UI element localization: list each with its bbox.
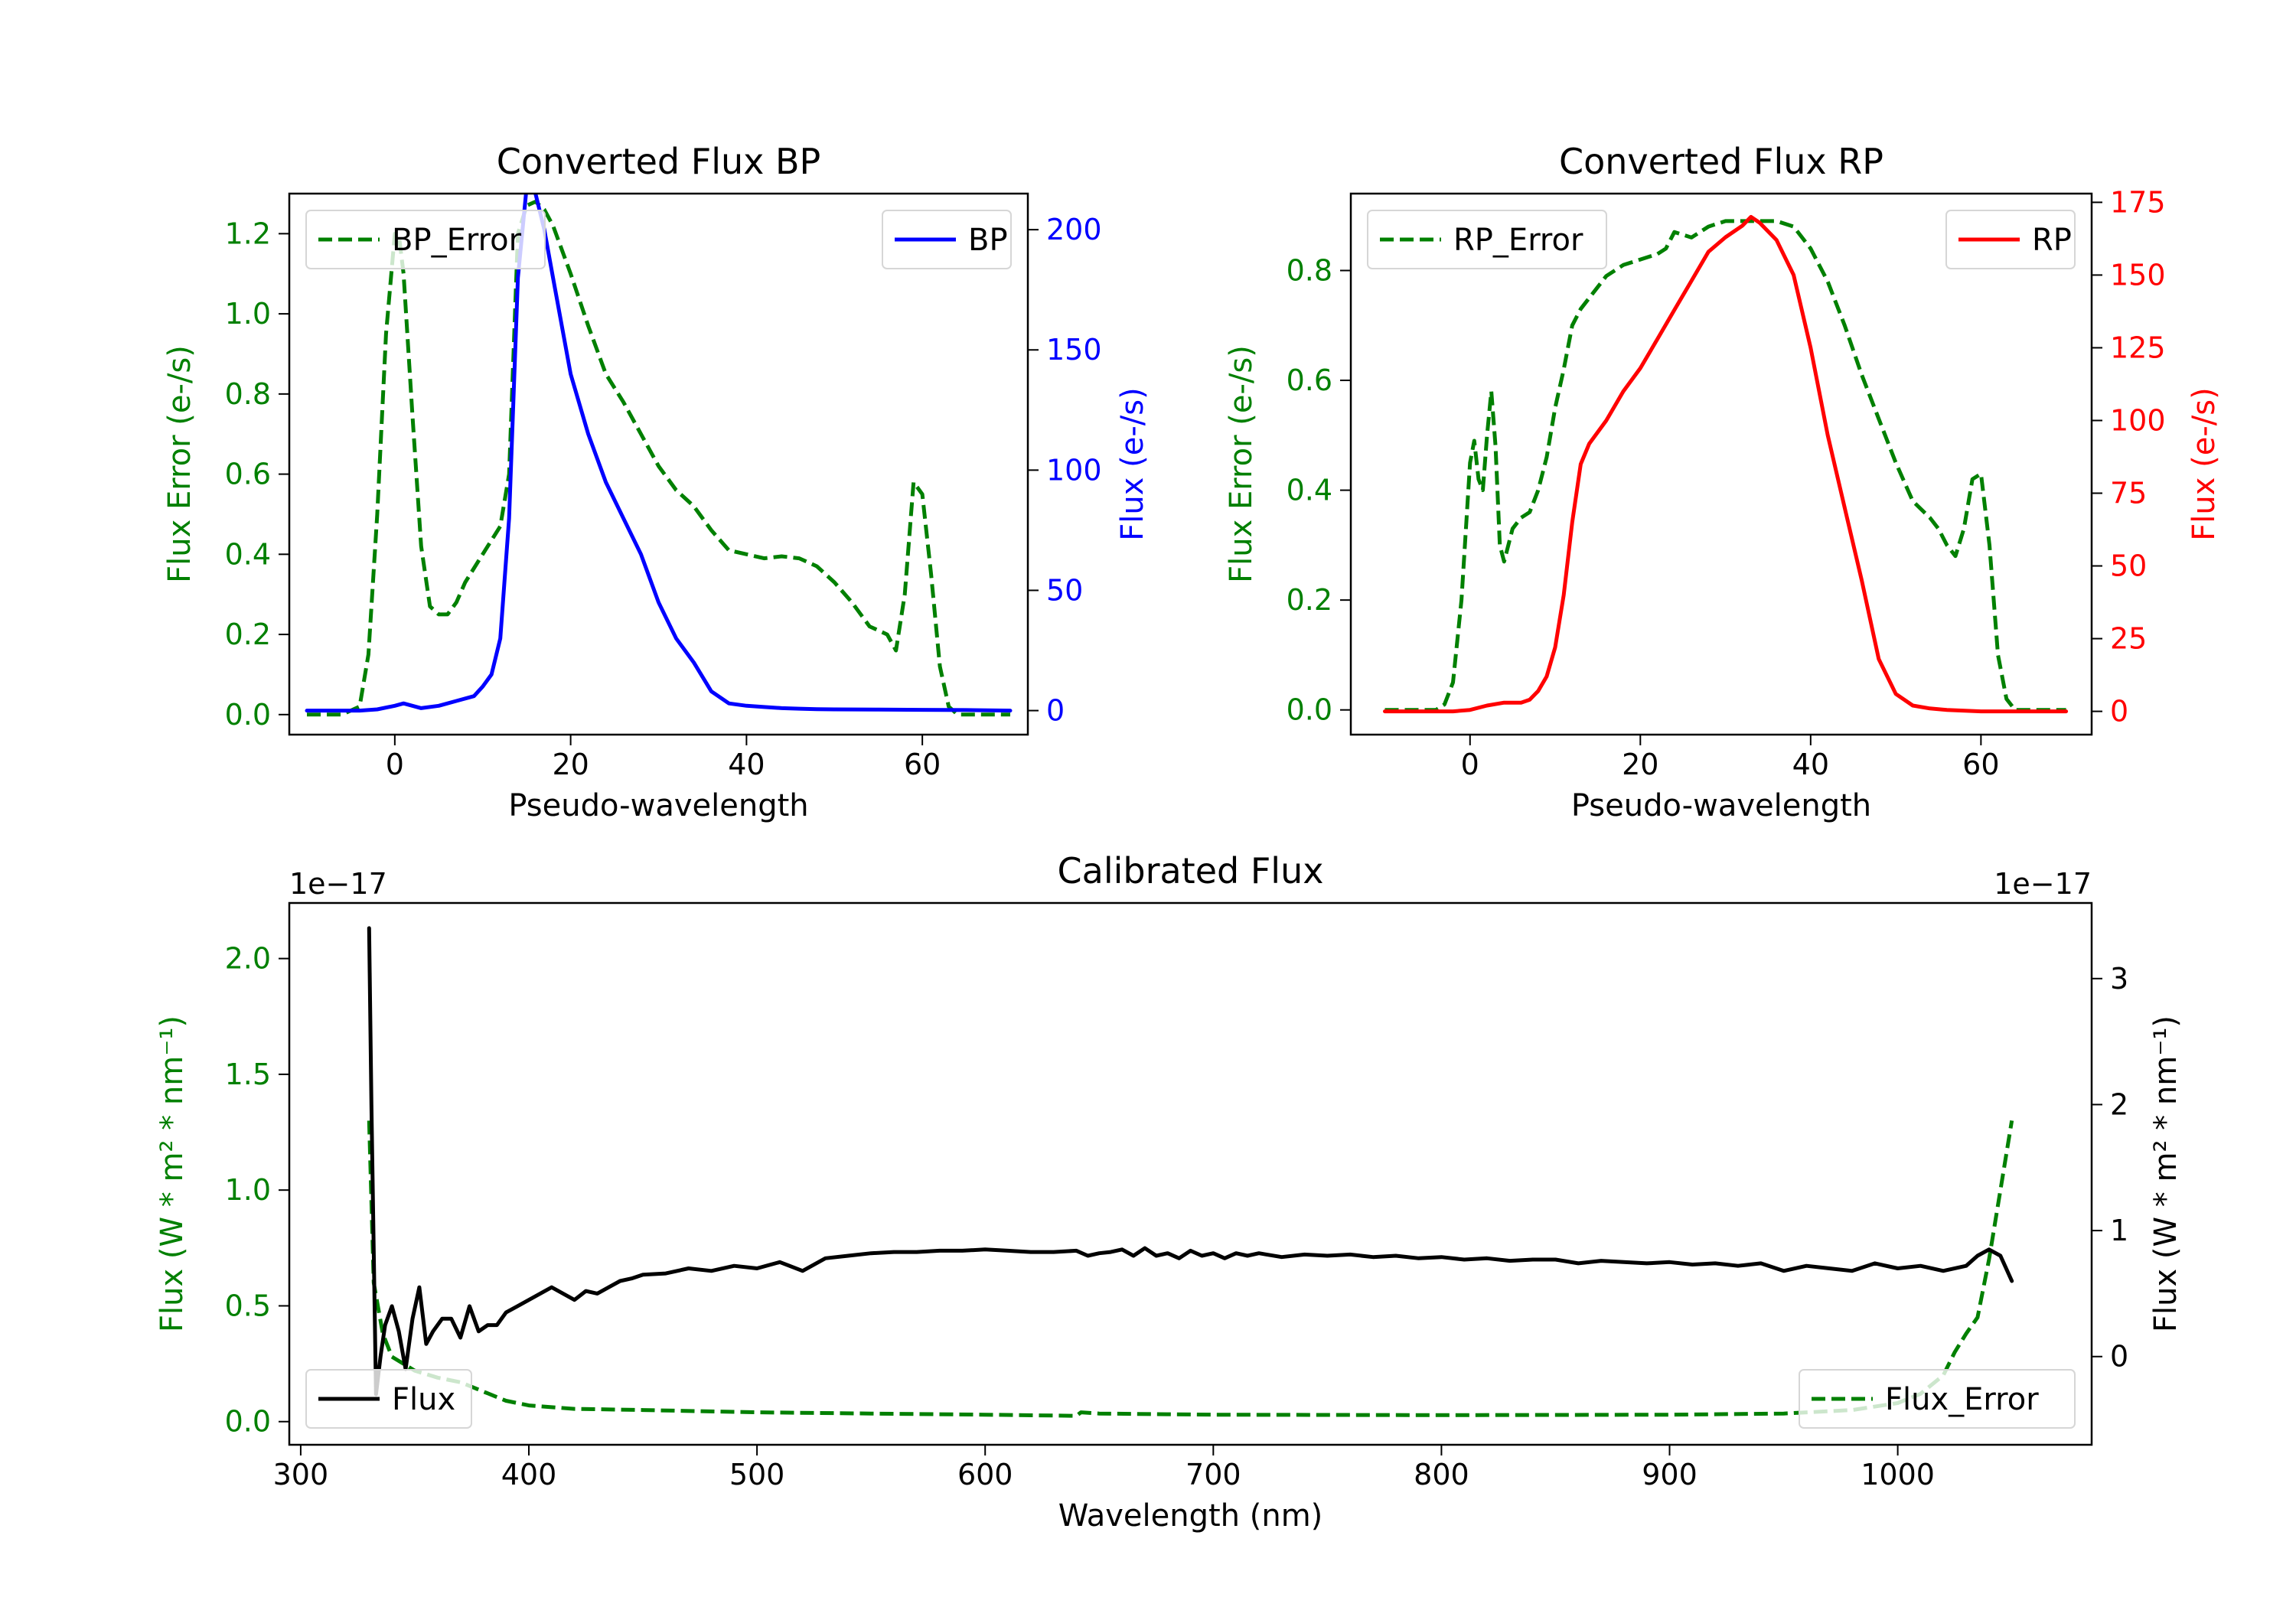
right-y-tick-label: 100: [1046, 453, 1102, 487]
x-axis-label: Pseudo-wavelength: [508, 788, 808, 823]
right-y-tick-label: 25: [2110, 622, 2147, 656]
left-y-tick-label: 0.8: [1287, 253, 1332, 287]
left-y-tick-label: 2.0: [225, 942, 271, 976]
chart-rp: Converted Flux RP 0 20 40 60 Pseudo-wavelengt…: [1224, 141, 2222, 823]
plot-frame: [288, 192, 1029, 736]
legend-label: BP_Error: [392, 223, 522, 258]
series-line-flux: [367, 926, 2014, 1397]
right-y-axis-label: Flux (e-/s): [1115, 387, 1150, 540]
x-tick-label: 500: [729, 1458, 785, 1491]
legend-box: [305, 1369, 472, 1429]
right-y-tick-label: 1: [2110, 1214, 2128, 1247]
right-y-tick-label: 0: [1046, 694, 1065, 728]
left-y-tick-label: 0.0: [225, 1405, 271, 1439]
x-tick-label: 1000: [1861, 1458, 1935, 1491]
left-y-tick-label: 0.2: [1287, 583, 1332, 617]
x-tick-label: 20: [552, 748, 589, 781]
right-y-tick-label: 125: [2110, 331, 2166, 364]
left-y-tick-label: 1.2: [225, 217, 271, 250]
series-line-bp: [305, 194, 1013, 713]
plot-area: [367, 926, 2014, 1418]
x-tick-label: 20: [1622, 748, 1658, 781]
x-tick-label: 0: [1461, 748, 1479, 781]
left-offset-text: 1e−17: [289, 867, 387, 901]
x-tick-label: 60: [904, 748, 941, 781]
x-tick-label: 40: [728, 748, 765, 781]
left-y-tick-label: 0.2: [225, 618, 271, 651]
chart-title: Converted Flux RP: [1559, 141, 1883, 182]
left-y-axis-label: Flux (W * m² * nm⁻¹): [155, 1015, 190, 1332]
right-y-tick-label: 0: [2110, 1340, 2128, 1374]
right-y-tick-label: 3: [2110, 962, 2128, 996]
right-y-tick-label: 175: [2110, 185, 2166, 219]
left-y-axis-label: Flux Error (e-/s): [1224, 345, 1259, 583]
legend-label: Flux_Error: [1885, 1382, 2039, 1417]
left-y-tick-label: 0.5: [225, 1289, 271, 1322]
right-y-tick-label: 50: [1046, 573, 1083, 607]
x-tick-label: 400: [501, 1458, 557, 1491]
left-y-tick-label: 0.6: [225, 458, 271, 491]
x-tick-label: 300: [273, 1458, 329, 1491]
plot-frame: [1349, 192, 2093, 736]
right-offset-text: 1e−17: [1994, 867, 2092, 901]
left-y-tick-label: 0.0: [225, 698, 271, 732]
legend-label: RP_Error: [1453, 223, 1583, 258]
right-y-tick-label: 2: [2110, 1087, 2128, 1121]
right-y-tick-label: 200: [1046, 213, 1102, 246]
legend-bp-error: BP_Error: [305, 210, 546, 269]
left-y-tick-label: 0.0: [1287, 693, 1332, 727]
chart-title: Converted Flux BP: [497, 141, 821, 182]
legend-box: [305, 210, 546, 269]
legend-label: RP: [2032, 223, 2072, 258]
plot-area: [305, 194, 1013, 717]
right-y-axis-label: Flux (e-/s): [2187, 387, 2222, 540]
series-line-rp-error: [1384, 219, 2066, 712]
right-y-tick-label: 0: [2110, 695, 2128, 729]
series-line-flux-error: [367, 1120, 2014, 1418]
right-y-tick-label: 100: [2110, 403, 2166, 437]
legend-label: BP: [968, 223, 1008, 258]
right-y-tick-label: 150: [2110, 258, 2166, 292]
plot-area: [1383, 214, 2069, 714]
legend-rp-error: RP_Error: [1367, 210, 1607, 269]
legend-flux-error: Flux_Error: [1799, 1369, 2076, 1429]
x-tick-label: 700: [1186, 1458, 1241, 1491]
legend-box: [1799, 1369, 2076, 1429]
right-y-tick-label: 150: [1046, 333, 1102, 367]
chart-bp: Converted Flux BP 0 20 40 60 Pseudo-wavelengt…: [162, 141, 1150, 823]
right-y-axis-label: Flux (W * m² * nm⁻¹): [2148, 1015, 2183, 1332]
legend-bp: BP: [882, 210, 1012, 269]
legend-box: [1367, 210, 1607, 269]
x-tick-label: 900: [1642, 1458, 1698, 1491]
x-tick-label: 800: [1414, 1458, 1469, 1491]
series-line-bp-error: [307, 200, 1010, 717]
chart-title: Calibrated Flux: [1058, 850, 1324, 892]
legend-label: Flux: [392, 1382, 455, 1417]
plot-frame: [288, 901, 2093, 1446]
left-y-tick-label: 0.4: [1287, 474, 1332, 507]
right-y-tick-label: 50: [2110, 549, 2147, 583]
legend-flux: Flux: [305, 1369, 472, 1429]
left-y-axis-label: Flux Error (e-/s): [162, 345, 197, 583]
left-y-tick-label: 1.5: [225, 1058, 271, 1091]
left-y-tick-label: 1.0: [225, 297, 271, 331]
x-tick-label: 60: [1962, 748, 1999, 781]
legend-rp: RP: [1945, 210, 2076, 269]
series-line-rp: [1383, 214, 2069, 714]
x-tick-label: 40: [1792, 748, 1829, 781]
right-y-tick-label: 75: [2110, 477, 2147, 510]
left-y-tick-label: 0.4: [225, 537, 271, 571]
x-axis-label: Pseudo-wavelength: [1571, 788, 1871, 823]
chart-cal: Calibrated Flux 300 400 500 600 700 800 900 1000…: [155, 850, 2183, 1534]
left-y-tick-label: 0.8: [225, 377, 271, 411]
left-y-tick-label: 1.0: [225, 1173, 271, 1207]
x-tick-label: 0: [386, 748, 404, 781]
left-y-tick-label: 0.6: [1287, 363, 1332, 397]
x-axis-label: Wavelength (nm): [1058, 1498, 1323, 1534]
x-tick-label: 600: [957, 1458, 1013, 1491]
